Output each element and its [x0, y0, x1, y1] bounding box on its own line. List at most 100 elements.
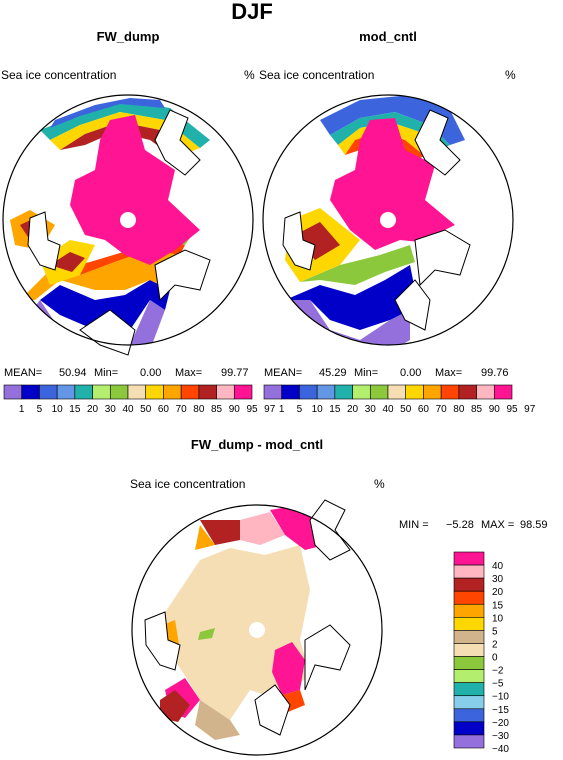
colorbar-label: 97 [264, 404, 276, 415]
colorbar-label: 60 [418, 404, 430, 415]
colorbar-mod-cntl: 1 5 10 15 20 30 40 50 60 70 80 85 90 95 97 [263, 384, 536, 415]
map-outline [2, 94, 254, 346]
colorbar-label: 60 [158, 404, 170, 415]
stat-min-value: −5.28 [446, 519, 474, 531]
colorbar-swatch [180, 384, 200, 400]
colorbar-label: 20 [492, 587, 504, 598]
colorbar-swatch [198, 384, 217, 400]
colorbar-label: 10 [52, 404, 64, 415]
diff-positive-top-pink [240, 512, 285, 545]
ice-band-green [300, 245, 415, 285]
ice-edge-top-red [60, 122, 190, 158]
colorbar-label: −5 [492, 679, 504, 690]
land-greenland-c [309, 499, 351, 561]
stat-min-label: MIN = [399, 519, 429, 531]
colorbar-label: 85 [211, 404, 223, 415]
diff-positive-east [272, 642, 305, 695]
map-difference [131, 499, 383, 756]
colorbar-swatch [316, 384, 336, 400]
ice-band-red [295, 222, 340, 260]
colorbar-label: 5 [492, 626, 498, 637]
stat-max-value: 99.77 [221, 367, 249, 379]
colorbar-label: −20 [492, 718, 509, 729]
map-fw-dump [2, 94, 254, 356]
land-canada-a [154, 249, 211, 302]
map-outline [262, 94, 514, 346]
panel-title-mod-cntl: mod_cntl [359, 29, 417, 44]
colorbar-swatch [493, 384, 513, 400]
colorbar-swatch [458, 384, 477, 400]
colorbar-swatch [453, 656, 485, 670]
colorbar-swatch [453, 708, 485, 723]
stats-b: MEAN= 45.29 Min= 0.00 Max= 99.76 [264, 367, 509, 379]
ice-edge-top-yellow [338, 122, 440, 156]
diff-tan-west [195, 700, 240, 740]
diff-positive-top-red [200, 520, 240, 545]
land-greenland-a [154, 109, 201, 176]
pole-hole [380, 212, 396, 228]
panel-title-fw-dump: FW_dump [97, 29, 160, 44]
ice-edge-top-blue [50, 98, 165, 128]
map-outline [131, 504, 383, 756]
map-mod-cntl [262, 94, 514, 346]
colorbar-label: 5 [37, 404, 43, 415]
colorbar-swatch [453, 617, 485, 631]
var-label-b: Sea ice concentration [259, 68, 374, 82]
colorbar-swatch [92, 384, 111, 400]
colorbar-fw-dump: 1 5 10 15 20 30 40 50 60 70 80 85 90 95 97 [3, 384, 276, 415]
diff-zero-region [160, 545, 310, 720]
colorbar-swatch [476, 384, 495, 400]
land-europe-c [144, 611, 181, 671]
colorbar-swatch [334, 384, 353, 400]
colorbar-label: 97 [524, 404, 536, 415]
var-label-c: Sea ice concentration [130, 477, 245, 491]
colorbar-swatch [453, 682, 485, 697]
colorbar-swatch [440, 384, 460, 400]
stat-min-value: 0.00 [400, 367, 421, 379]
land-siberia-a [79, 309, 136, 356]
colorbar-label: 80 [193, 404, 205, 415]
stat-mean-value: 50.94 [59, 367, 87, 379]
stat-max-label: Max= [175, 367, 202, 379]
figure-title: DJF [231, 0, 273, 24]
colorbar-label: 95 [246, 404, 258, 415]
diff-positive-top-orange [195, 525, 215, 550]
colorbar-swatch [453, 564, 485, 579]
colorbar-swatch [453, 643, 485, 657]
colorbar-swatch [453, 577, 485, 592]
colorbar-label: 5 [297, 404, 303, 415]
colorbar-swatch [423, 384, 442, 400]
colorbar-label: 40 [382, 404, 394, 415]
colorbar-swatch [299, 384, 318, 400]
colorbar-swatch [387, 384, 407, 400]
colorbar-label: 15 [69, 404, 81, 415]
colorbar-swatch [39, 384, 58, 400]
colorbar-label: 10 [312, 404, 324, 415]
colorbar-label: 10 [492, 613, 504, 624]
ice-edge-top [320, 95, 465, 145]
ice-edge-top [40, 100, 210, 148]
units-label-a: % [244, 68, 255, 82]
colorbar-label: 15 [492, 600, 504, 611]
diff-positive-west-red [160, 690, 190, 722]
colorbar-swatch [56, 384, 76, 400]
stat-max-label: Max= [435, 367, 462, 379]
colorbar-label: 50 [140, 404, 152, 415]
colorbar-swatch [352, 384, 371, 400]
colorbar-label: 20 [87, 404, 99, 415]
stat-mean-label: MEAN= [264, 367, 302, 379]
colorbar-swatch [453, 734, 485, 749]
colorbar-label: 40 [122, 404, 134, 415]
colorbar-label: 95 [506, 404, 518, 415]
colorbar-label: −15 [492, 705, 509, 716]
colorbar-swatch [453, 695, 485, 710]
colorbar-swatch [263, 384, 283, 400]
colorbar-label: 0 [492, 653, 498, 664]
colorbar-label: −2 [492, 666, 504, 677]
stat-max-value: 98.59 [520, 519, 548, 531]
colorbar-swatch [369, 384, 389, 400]
colorbar-label: 85 [471, 404, 483, 415]
ice-core-pack [330, 118, 455, 250]
colorbar-label: 1 [279, 404, 285, 415]
colorbar-label: −40 [492, 744, 509, 755]
